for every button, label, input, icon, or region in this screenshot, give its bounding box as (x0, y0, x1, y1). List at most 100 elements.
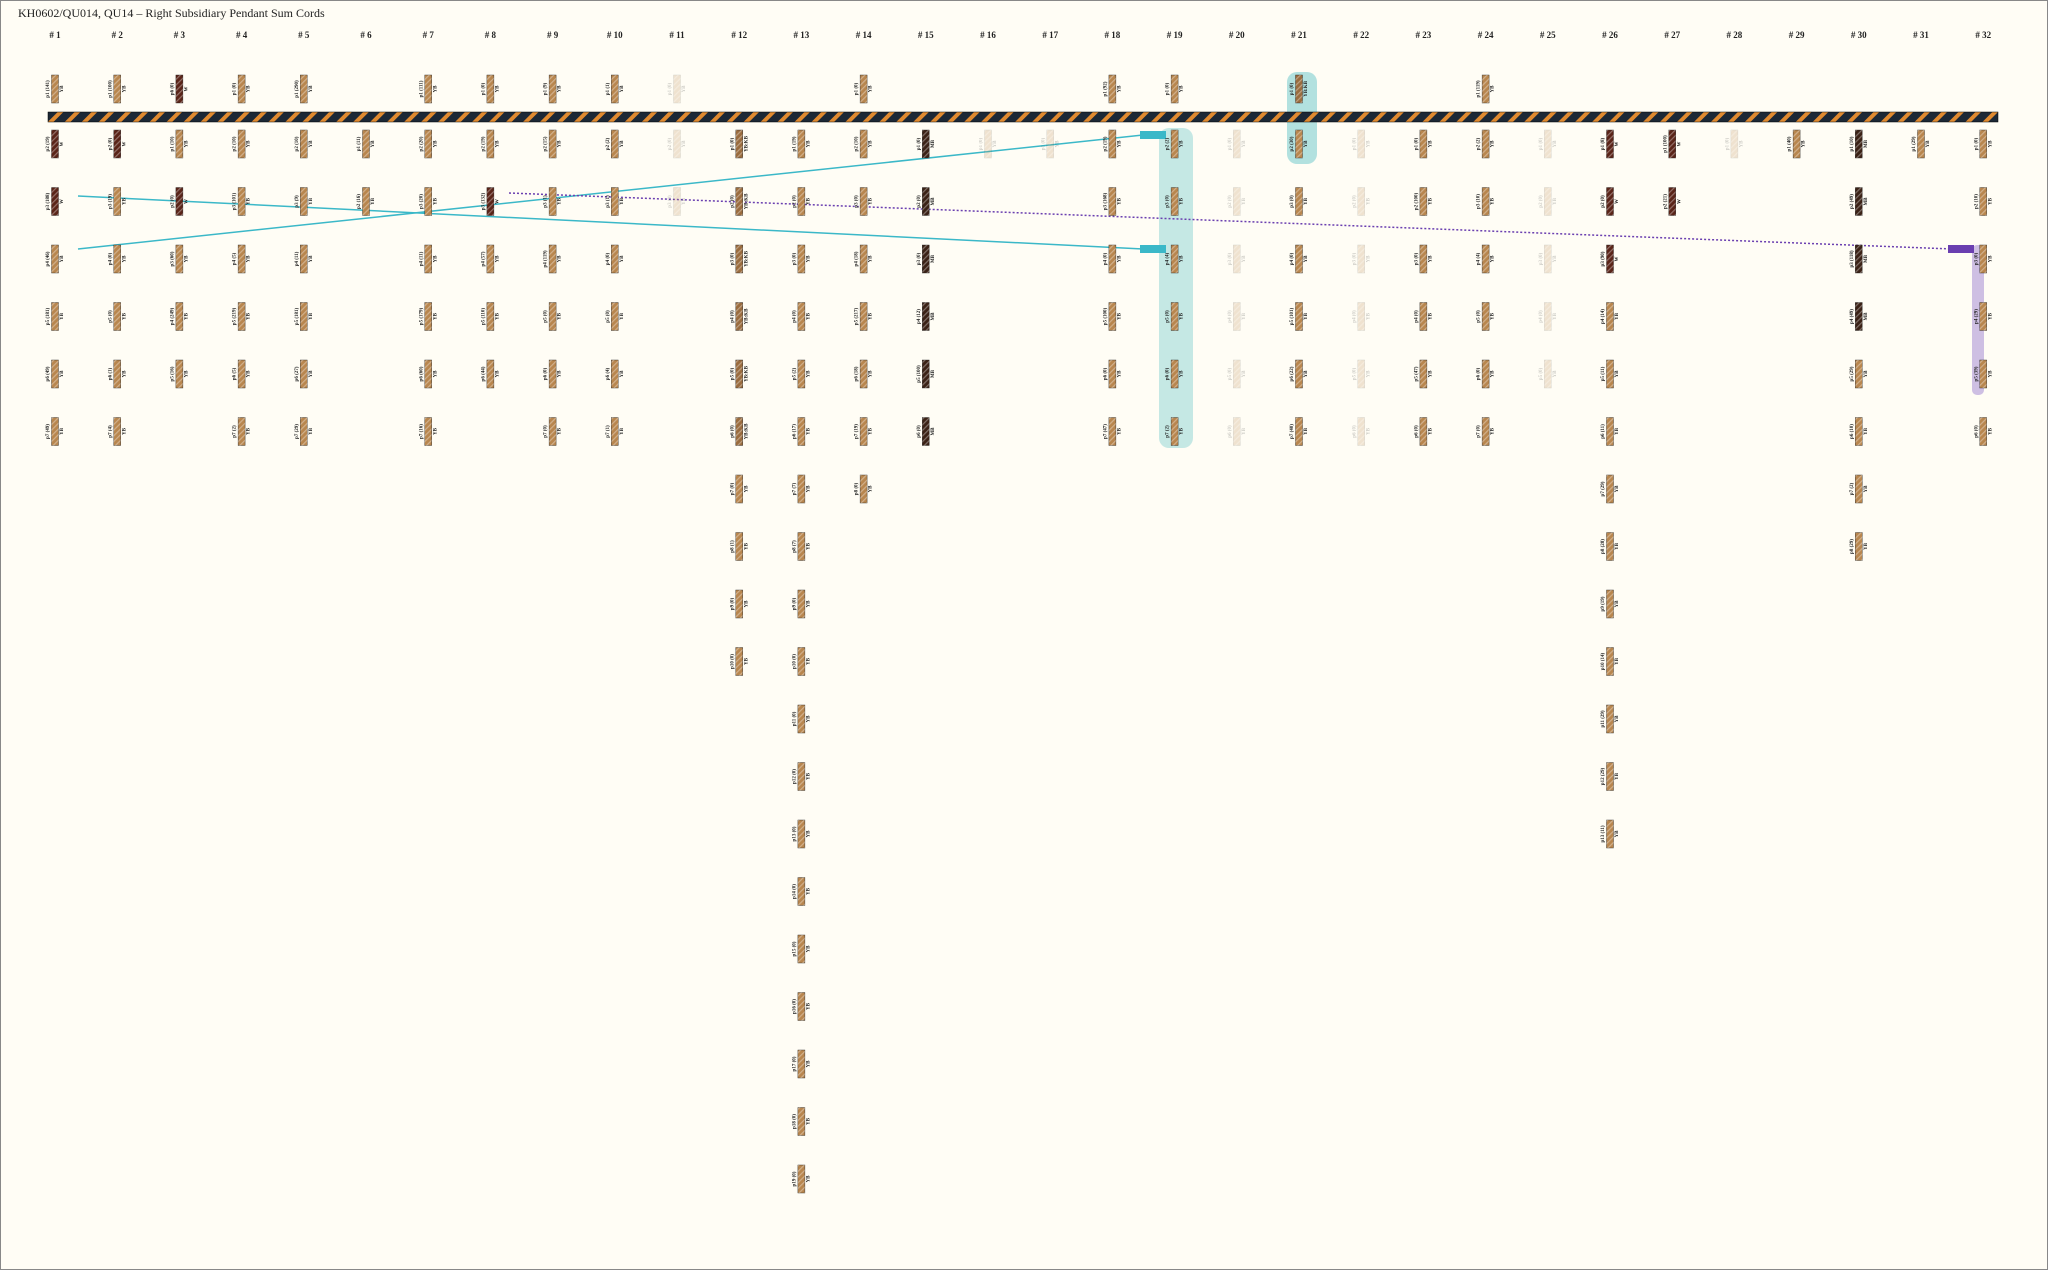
cord-color: YB (1304, 255, 1309, 263)
cord-label: p4 (0) (1415, 310, 1420, 323)
cord-color: YB (1491, 255, 1496, 263)
cord-label: p7 (29) (295, 424, 300, 439)
cord-label: p5 (39) (1974, 366, 1979, 381)
cord-label: p6 (60) (419, 366, 424, 381)
cord-color: YB (433, 85, 438, 93)
cord-color: YB (60, 427, 65, 435)
cord-label: p12 (0) (793, 769, 798, 784)
cord-label: p2 (0) (1601, 195, 1606, 208)
cord-color: YB (807, 1002, 812, 1010)
cord-label: p1 (119) (1477, 80, 1482, 97)
cord-ply (1108, 187, 1116, 216)
cord-ply (1482, 75, 1490, 103)
cord-color: YB (1304, 140, 1309, 148)
title: KH0602/QU014, QU14 – Right Subsidiary Pe… (18, 6, 325, 20)
cord-group: p1 (0) YB p2 (2) YB p3 (0) YB p4 (4) YB p5 (0) YB… (1166, 74, 1185, 446)
cord-ply (113, 302, 121, 331)
cord-color: YB (807, 197, 812, 205)
cord-color: YB (122, 255, 127, 263)
cord-label: p1 (0) (1228, 137, 1233, 150)
cord-label: p5 (0) (1228, 367, 1233, 380)
cord-ply (238, 187, 246, 216)
cord-ply (486, 130, 494, 158)
cord-color: YB (1553, 312, 1558, 320)
cord-label: p2 (30) (1290, 136, 1295, 151)
cord-label: p9 (19) (1601, 596, 1606, 611)
cord-ply (1233, 130, 1241, 158)
cord-label: p7 (7) (793, 482, 798, 495)
cord-label: p7 (40) (1290, 424, 1295, 439)
cord-label: p5 (0) (730, 367, 735, 380)
cord-label: p3 (118) (1850, 250, 1855, 267)
cord-label: p1 (0) (233, 82, 238, 95)
cord-label: p2 (16) (357, 194, 362, 209)
cord-label: p6 (0) (1477, 367, 1482, 380)
cord-label: p6 (0) (1974, 425, 1979, 438)
cord-color: YB (1118, 427, 1123, 435)
cord-label: p2 (15) (544, 136, 549, 151)
cord-ply (549, 130, 557, 158)
main-cord (47, 111, 1999, 123)
cord-ply (1855, 187, 1863, 216)
cord-ply (797, 1050, 805, 1078)
cord-label: p3 (0) (1974, 252, 1979, 265)
cord-color: YB (869, 485, 874, 493)
cord-color: MB (1864, 139, 1869, 148)
cord-ply (1295, 360, 1303, 388)
cord-color: YB (620, 312, 625, 320)
cord-ply (362, 187, 370, 216)
cord-label: p2 (49) (1850, 194, 1855, 209)
cord-label: p7 (16) (419, 424, 424, 439)
cord-color: YB (371, 140, 376, 148)
cord-label: p7 (49) (46, 424, 51, 439)
cord-label: p2 (20) (419, 136, 424, 151)
column-label: # 26 (1602, 30, 1618, 40)
cord-label: p4 (46) (46, 251, 51, 266)
cord-color: YB (309, 370, 314, 378)
cord-label: p7 (47) (1104, 424, 1109, 439)
cord-color: YB (1429, 255, 1434, 263)
column-label: # 3 (174, 30, 186, 40)
cord-color: YB (807, 485, 812, 493)
cord-ply (113, 245, 121, 273)
cord-ply (1108, 302, 1116, 331)
cord-color: YB (309, 85, 314, 93)
column-label: # 24 (1478, 30, 1494, 40)
cord-color: YB (807, 945, 812, 953)
cord-label: p4 (12) (917, 309, 922, 324)
cord-label: p4 (0) (606, 252, 611, 265)
cord-label: p6 (22) (1290, 366, 1295, 381)
cord-ply (860, 360, 868, 388)
cord-color: YB (1366, 370, 1371, 378)
cord-color: YB (122, 427, 127, 435)
cord-color: MB (931, 312, 936, 321)
cord-ply (1606, 417, 1614, 446)
cord-ply (797, 1165, 805, 1193)
cord-color: YB (744, 657, 749, 665)
cord-color: YB (869, 427, 874, 435)
column-label: # 1 (49, 30, 61, 40)
cord-ply (1357, 187, 1365, 216)
cord-label: p1 (100) (1663, 135, 1668, 153)
cord-color: W (122, 142, 127, 147)
cord-group: p1 (9) YB p2 (15) YB p3 (1) YB p4 (119) YB p5 (0… (544, 74, 563, 446)
cord-ply (1979, 417, 1987, 446)
cord-label: p1 (0) (1041, 137, 1046, 150)
cord-color: YB (1926, 140, 1931, 148)
cord-label: p1 (0) (1726, 137, 1731, 150)
cord-label: p9 (0) (730, 597, 735, 610)
cord-ply (1730, 130, 1738, 158)
cord-ply (175, 302, 183, 331)
cord-label: p6 (17) (793, 424, 798, 439)
cord-color: W (496, 199, 501, 204)
cord-ply (797, 187, 805, 216)
cord-label: p6 (0) (1415, 425, 1420, 438)
cord-ply (1419, 360, 1427, 388)
cord-color: YB (1553, 255, 1558, 263)
cord-ply (797, 820, 805, 848)
cord-ply (797, 245, 805, 273)
cord-label: p16 (0) (793, 999, 798, 1014)
cord-color: YB (309, 255, 314, 263)
cord-color: YB (682, 197, 687, 205)
cord-label: p1 (29) (1912, 136, 1917, 151)
